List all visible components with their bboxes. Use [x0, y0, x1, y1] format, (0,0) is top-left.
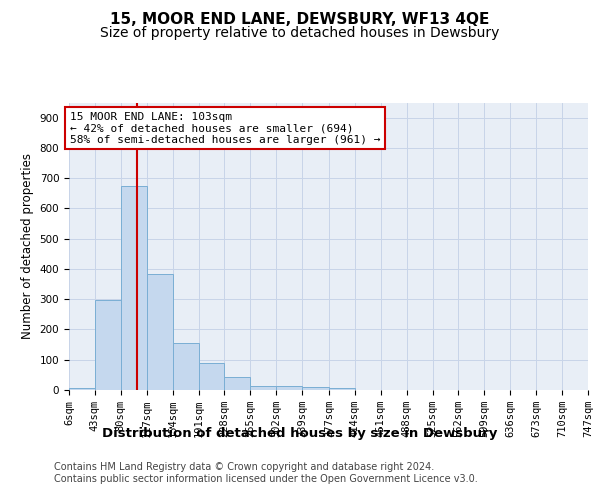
Text: Size of property relative to detached houses in Dewsbury: Size of property relative to detached ho…: [100, 26, 500, 40]
Text: 15 MOOR END LANE: 103sqm
← 42% of detached houses are smaller (694)
58% of semi-: 15 MOOR END LANE: 103sqm ← 42% of detach…: [70, 112, 380, 145]
Text: Distribution of detached houses by size in Dewsbury: Distribution of detached houses by size …: [103, 428, 497, 440]
Bar: [250, 386, 277, 390]
Bar: [329, 388, 355, 390]
Bar: [95, 300, 121, 390]
Bar: [121, 186, 147, 390]
Bar: [173, 343, 199, 390]
Text: 15, MOOR END LANE, DEWSBURY, WF13 4QE: 15, MOOR END LANE, DEWSBURY, WF13 4QE: [110, 12, 490, 28]
Bar: [69, 388, 95, 390]
Bar: [224, 378, 250, 390]
Text: Contains HM Land Registry data © Crown copyright and database right 2024.
Contai: Contains HM Land Registry data © Crown c…: [54, 462, 478, 484]
Bar: [277, 386, 302, 390]
Bar: [302, 386, 329, 390]
Bar: [199, 363, 224, 390]
Bar: [147, 274, 173, 390]
Y-axis label: Number of detached properties: Number of detached properties: [21, 153, 34, 340]
